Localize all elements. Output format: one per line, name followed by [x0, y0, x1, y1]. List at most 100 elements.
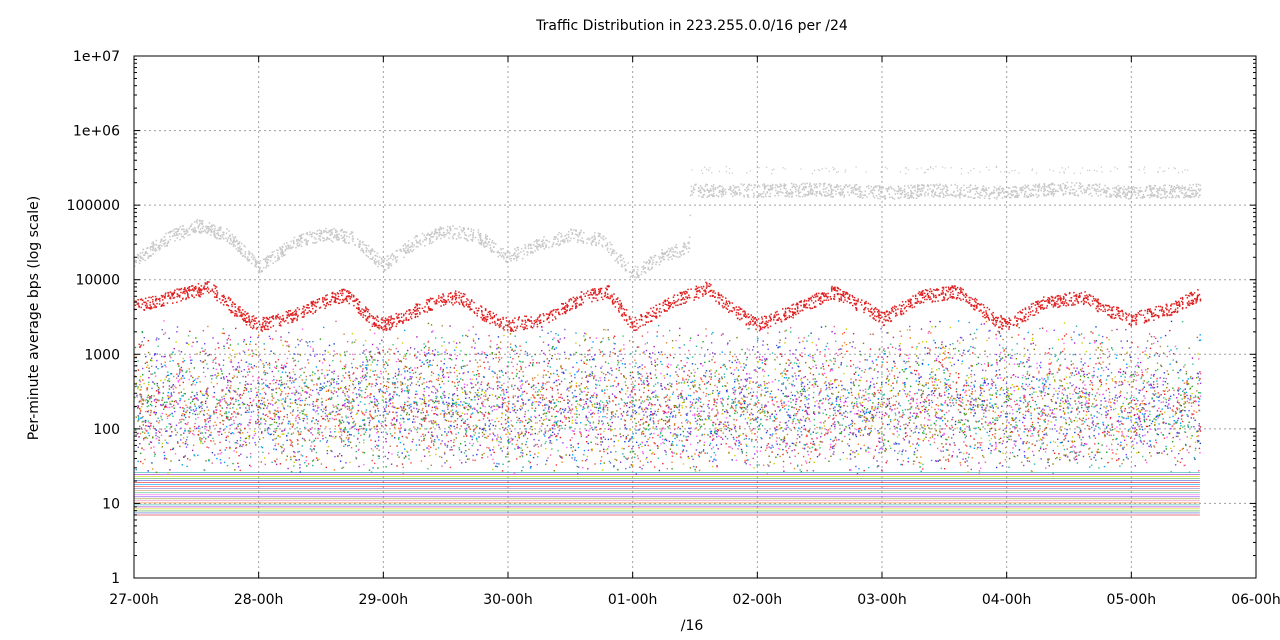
- noise-point: [577, 403, 579, 405]
- noise-point: [525, 443, 527, 446]
- noise-point: [188, 416, 190, 418]
- noise-point: [739, 425, 741, 428]
- noise-point: [426, 410, 428, 412]
- noise-point: [761, 406, 763, 409]
- noise-point: [1139, 417, 1141, 420]
- noise-point: [991, 378, 993, 381]
- noise-point: [1017, 430, 1019, 432]
- noise-point: [283, 429, 286, 431]
- noise-point: [385, 431, 387, 434]
- noise-point: [390, 463, 393, 465]
- noise-point: [263, 403, 266, 406]
- noise-point: [932, 376, 934, 378]
- noise-point: [518, 447, 520, 449]
- noise-point: [953, 363, 955, 366]
- noise-point: [1138, 389, 1140, 391]
- noise-point: [839, 412, 841, 414]
- noise-point: [352, 399, 355, 401]
- noise-point: [487, 397, 489, 399]
- noise-point: [322, 417, 325, 420]
- noise-point: [463, 386, 466, 388]
- noise-point: [657, 447, 659, 449]
- noise-point: [661, 429, 663, 431]
- noise-point: [593, 359, 595, 361]
- noise-point: [938, 394, 941, 396]
- noise-point: [1134, 430, 1136, 432]
- noise-point: [385, 385, 387, 388]
- noise-point: [555, 410, 558, 412]
- noise-point: [1001, 357, 1004, 359]
- noise-point: [1128, 407, 1130, 409]
- noise-point: [339, 460, 342, 462]
- noise-point: [983, 363, 986, 365]
- noise-point: [484, 424, 487, 426]
- noise-point: [1015, 421, 1017, 423]
- noise-point: [294, 364, 297, 367]
- noise-point: [368, 383, 370, 385]
- noise-point: [947, 357, 950, 359]
- noise-point: [255, 366, 258, 368]
- noise-point: [443, 391, 445, 393]
- noise-point: [238, 365, 240, 367]
- noise-point: [401, 382, 403, 384]
- noise-point: [433, 440, 435, 443]
- noise-point: [979, 447, 981, 449]
- noise-point: [911, 372, 913, 374]
- noise-point: [621, 388, 623, 390]
- noise-point: [649, 372, 652, 374]
- noise-point: [865, 411, 868, 413]
- noise-point: [522, 435, 525, 437]
- noise-point: [497, 361, 500, 363]
- noise-point: [1046, 415, 1049, 417]
- noise-point: [1045, 432, 1047, 434]
- noise-point: [738, 435, 740, 438]
- noise-point: [1127, 403, 1130, 405]
- noise-point: [1038, 430, 1040, 432]
- noise-point: [268, 362, 271, 364]
- noise-point: [489, 423, 492, 425]
- noise-point: [291, 377, 293, 379]
- noise-point: [704, 361, 706, 364]
- noise-point: [166, 415, 169, 417]
- noise-point: [994, 419, 996, 421]
- noise-point: [871, 393, 873, 395]
- noise-point: [530, 386, 533, 389]
- noise-point: [887, 383, 890, 386]
- noise-point: [601, 469, 604, 471]
- noise-point: [1198, 400, 1200, 403]
- noise-point: [637, 429, 639, 431]
- noise-point: [783, 377, 786, 379]
- noise-point: [372, 454, 374, 456]
- noise-point: [595, 395, 598, 398]
- noise-point: [219, 441, 221, 444]
- noise-point: [172, 384, 174, 386]
- noise-point: [820, 367, 822, 369]
- noise-point: [1080, 444, 1082, 446]
- noise-point: [496, 434, 499, 436]
- noise-point: [150, 441, 153, 444]
- noise-point: [750, 377, 752, 379]
- noise-point: [820, 436, 822, 438]
- noise-point: [206, 388, 208, 391]
- noise-point: [1075, 455, 1078, 457]
- noise-point: [903, 424, 905, 426]
- noise-point: [917, 383, 920, 386]
- noise-point: [662, 441, 664, 444]
- noise-point: [169, 401, 171, 403]
- noise-point: [715, 432, 717, 435]
- noise-point: [526, 437, 529, 440]
- noise-point: [783, 437, 786, 440]
- noise-point: [367, 395, 369, 397]
- noise-point: [707, 405, 709, 408]
- noise-point: [587, 405, 589, 407]
- noise-point: [415, 390, 417, 393]
- noise-point: [1002, 347, 1004, 349]
- noise-point: [753, 467, 755, 469]
- noise-point: [725, 417, 728, 419]
- noise-point: [931, 368, 933, 370]
- noise-point: [1153, 354, 1156, 357]
- noise-point: [1040, 438, 1042, 440]
- noise-point: [355, 339, 357, 341]
- noise-point: [1115, 382, 1117, 384]
- noise-point: [475, 378, 478, 380]
